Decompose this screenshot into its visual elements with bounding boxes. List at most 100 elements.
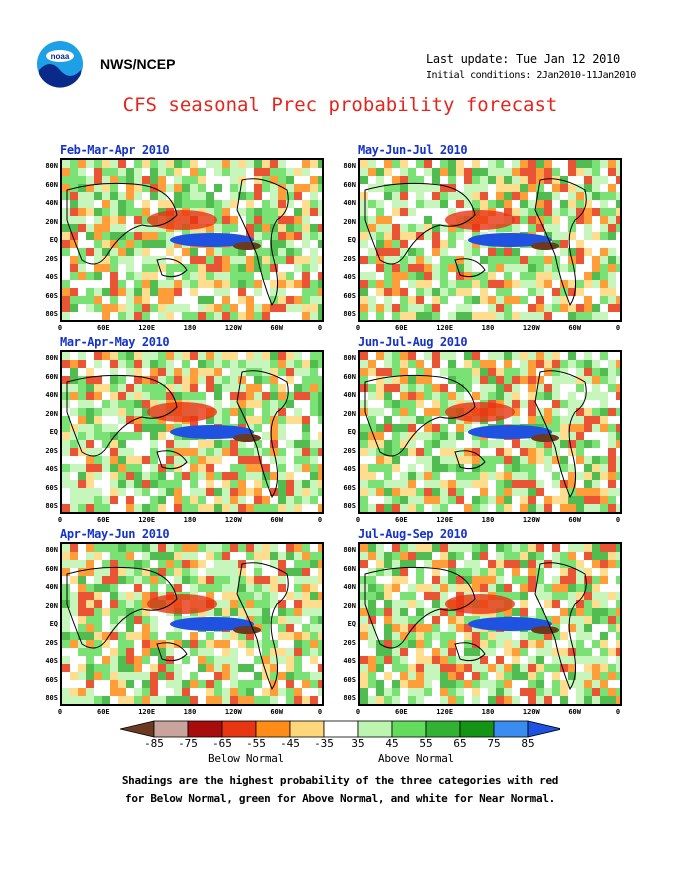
lon-label: 0: [355, 516, 361, 524]
lat-label: 60N: [343, 372, 356, 381]
lat-label: 80N: [343, 162, 356, 170]
lon-label: 120W: [224, 324, 242, 332]
colorbar-segment: [187, 720, 223, 738]
lat-label: 20N: [45, 601, 58, 610]
lat-label: EQ: [347, 236, 356, 244]
lat-label: 80S: [45, 502, 58, 510]
colorbar-label: -35: [314, 737, 334, 750]
colorbar-segment: [153, 720, 189, 738]
panel-title: Jul-Aug-Sep 2010: [358, 527, 468, 541]
lon-label: 180: [183, 324, 197, 332]
colorbar-label: -75: [178, 737, 198, 750]
lat-label: 20S: [45, 254, 58, 263]
lon-label: 60W: [270, 516, 283, 524]
lon-label: 0: [57, 324, 63, 332]
lat-label: 40S: [45, 465, 58, 473]
lon-label: 0: [355, 324, 361, 332]
lon-label: 60E: [395, 324, 408, 332]
colorbar-arrow-high: [527, 720, 560, 738]
colorbar-label: -45: [280, 737, 300, 750]
lon-label: 60E: [97, 516, 110, 524]
lat-label: 40N: [45, 391, 58, 399]
lon-label: 120E: [436, 516, 454, 524]
colorbar: [120, 720, 560, 738]
lon-label: 120W: [224, 516, 242, 524]
lat-label: 20S: [343, 446, 356, 455]
lon-label: 120E: [436, 708, 454, 716]
lat-label: 60S: [45, 483, 58, 492]
lon-label: 0: [57, 708, 63, 716]
lat-label: 20N: [343, 601, 356, 610]
lat-label: 60N: [45, 372, 58, 381]
lat-label: 40S: [45, 657, 58, 665]
lat-label: 80S: [343, 310, 356, 318]
colorbar-segment: [323, 720, 359, 738]
lat-label: EQ: [49, 620, 58, 628]
lat-label: 80N: [45, 162, 58, 170]
lat-label: EQ: [347, 428, 356, 436]
lon-label: 180: [183, 516, 197, 524]
lat-label: 80S: [343, 694, 356, 702]
lon-label: 120W: [522, 708, 540, 716]
colorbar-label: 65: [453, 737, 467, 750]
lat-label: 60S: [343, 675, 356, 684]
colorbar-arrow-low: [120, 720, 155, 738]
lat-label: 60N: [45, 180, 58, 189]
lat-label: 40N: [343, 391, 356, 399]
forecast-map: [60, 158, 324, 322]
lat-label: 60N: [45, 564, 58, 573]
lon-label: 180: [481, 516, 495, 524]
lon-label: 60W: [270, 324, 283, 332]
below-normal-label: Below Normal: [208, 752, 284, 765]
lat-label: 20S: [45, 446, 58, 455]
colorbar-segment: [391, 720, 427, 738]
lat-label: 60N: [343, 180, 356, 189]
lon-label: 180: [481, 324, 495, 332]
svg-text:noaa: noaa: [51, 52, 70, 61]
page-title: CFS seasonal Prec probability forecast: [122, 94, 558, 116]
lat-label: 80N: [343, 354, 356, 362]
colorbar-label: 85: [521, 737, 535, 750]
caption: Shadings are the highest probability of …: [0, 772, 680, 808]
lon-label: 0: [317, 516, 323, 524]
lon-label: 60W: [270, 708, 283, 716]
lat-label: 40S: [343, 657, 356, 665]
lon-label: 60W: [568, 324, 581, 332]
lat-label: 80S: [45, 310, 58, 318]
lon-label: 120E: [138, 708, 156, 716]
lat-label: EQ: [347, 620, 356, 628]
panel-title: May-Jun-Jul 2010: [358, 143, 468, 157]
lon-label: 0: [317, 324, 323, 332]
lon-label: 120E: [138, 516, 156, 524]
lon-label: 120W: [224, 708, 242, 716]
forecast-map: [60, 350, 324, 514]
lat-label: 60S: [45, 291, 58, 300]
lat-label: 40S: [45, 273, 58, 281]
lat-label: 20N: [45, 217, 58, 226]
colorbar-segment: [459, 720, 495, 738]
colorbar-segment: [493, 720, 529, 738]
last-update: Last update: Tue Jan 12 2010: [426, 52, 620, 66]
above-normal-label: Above Normal: [378, 752, 454, 765]
lon-label: 0: [615, 516, 621, 524]
lon-label: 60W: [568, 708, 581, 716]
initial-conditions: Initial conditions: 2Jan2010-11Jan2010: [426, 70, 636, 81]
lat-label: 60S: [343, 483, 356, 492]
colorbar-segment: [221, 720, 257, 738]
forecast-map: [60, 542, 324, 706]
lon-label: 0: [317, 708, 323, 716]
lat-label: 20S: [45, 638, 58, 647]
lon-label: 120W: [522, 516, 540, 524]
colorbar-segment: [255, 720, 291, 738]
colorbar-label: 75: [487, 737, 501, 750]
lat-label: 60S: [45, 675, 58, 684]
lat-label: 80S: [343, 502, 356, 510]
colorbar-label: 45: [385, 737, 399, 750]
panel-title: Jun-Jul-Aug 2010: [358, 335, 468, 349]
colorbar-label: -85: [144, 737, 164, 750]
lat-label: 20N: [343, 217, 356, 226]
forecast-map: [358, 158, 622, 322]
lon-label: 120E: [138, 324, 156, 332]
noaa-logo: noaa: [36, 40, 84, 88]
lat-label: 20S: [343, 638, 356, 647]
